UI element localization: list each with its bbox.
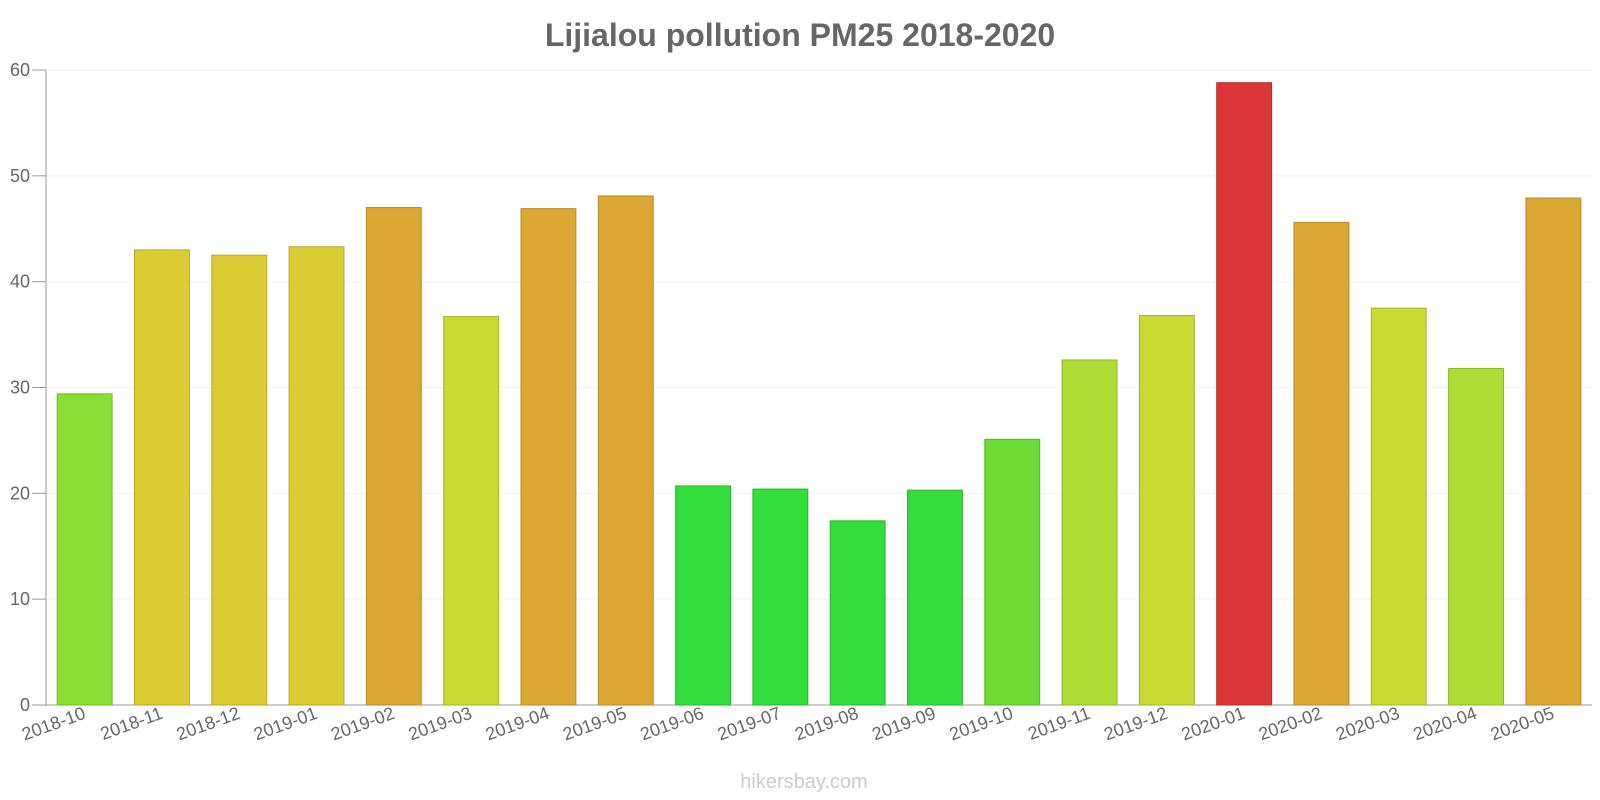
bar-2018-12[interactable]	[211, 254, 268, 706]
chart-title: Lijialou pollution PM25 2018-2020	[545, 17, 1055, 53]
x-tick-label: 2019-10	[947, 703, 1016, 744]
watermark: hikersbay.com	[740, 771, 867, 793]
x-tick-label: 2018-11	[98, 703, 166, 744]
x-tick-label: 2019-04	[483, 703, 552, 744]
x-tick-label: 2018-12	[174, 703, 243, 744]
y-tick-label: 40	[10, 272, 30, 292]
x-tick-label: 2020-04	[1410, 703, 1479, 744]
x-tick-label: 2019-12	[1101, 703, 1170, 744]
bar-2019-10[interactable]	[984, 438, 1041, 706]
x-tick-label: 2020-02	[1256, 703, 1325, 744]
y-tick-label: 50	[10, 166, 30, 186]
x-tick-label: 2019-02	[328, 703, 397, 744]
x-tick-label: 2019-07	[715, 703, 784, 744]
bars	[56, 82, 1582, 706]
x-tick-label: 2020-03	[1333, 703, 1402, 744]
bar-2019-08[interactable]	[829, 520, 886, 706]
bar-2020-05[interactable]	[1525, 197, 1582, 706]
gridlines	[46, 69, 1592, 600]
bar-2020-04[interactable]	[1448, 367, 1504, 706]
bar-2019-02[interactable]	[365, 207, 422, 706]
bar-2019-05[interactable]	[597, 195, 654, 706]
x-tick-label: 2019-11	[1025, 703, 1093, 744]
bar-2019-04[interactable]	[520, 208, 577, 706]
y-tick-label: 10	[10, 589, 30, 609]
x-tick-label: 2019-06	[637, 703, 706, 744]
bar-2020-01[interactable]	[1216, 82, 1273, 706]
bar-2019-12[interactable]	[1138, 315, 1195, 706]
bar-2019-03[interactable]	[443, 316, 500, 706]
x-tick-label: 2019-01	[251, 703, 320, 744]
x-tick-label: 2019-08	[792, 703, 861, 744]
y-tick-label: 20	[10, 483, 30, 503]
x-tick-labels: 2018-10 2018-11 2018-12 2019-01 2019-02 2019-…	[19, 703, 1557, 744]
bar-2019-09[interactable]	[907, 489, 963, 706]
bar-2019-06[interactable]	[675, 485, 731, 706]
y-tick-label: 0	[20, 695, 30, 715]
bar-2018-10[interactable]	[56, 393, 113, 706]
bar-2019-07[interactable]	[752, 488, 809, 706]
x-tick-label: 2020-05	[1488, 703, 1557, 744]
bar-2018-11[interactable]	[134, 249, 190, 706]
y-tick-labels: 0 10 20 30 40 50 60	[10, 60, 46, 715]
bar-2020-02[interactable]	[1293, 221, 1350, 706]
y-tick-label: 60	[10, 60, 30, 80]
x-tick-label: 2019-05	[560, 703, 629, 744]
y-tick-label: 30	[10, 378, 30, 398]
x-tick-label: 2020-01	[1179, 703, 1248, 744]
x-tick-label: 2019-03	[406, 703, 475, 744]
x-tick-label: 2019-09	[869, 703, 938, 744]
bar-2020-03[interactable]	[1370, 307, 1427, 706]
bar-2019-01[interactable]	[288, 246, 345, 706]
bar-2019-11[interactable]	[1061, 359, 1118, 706]
